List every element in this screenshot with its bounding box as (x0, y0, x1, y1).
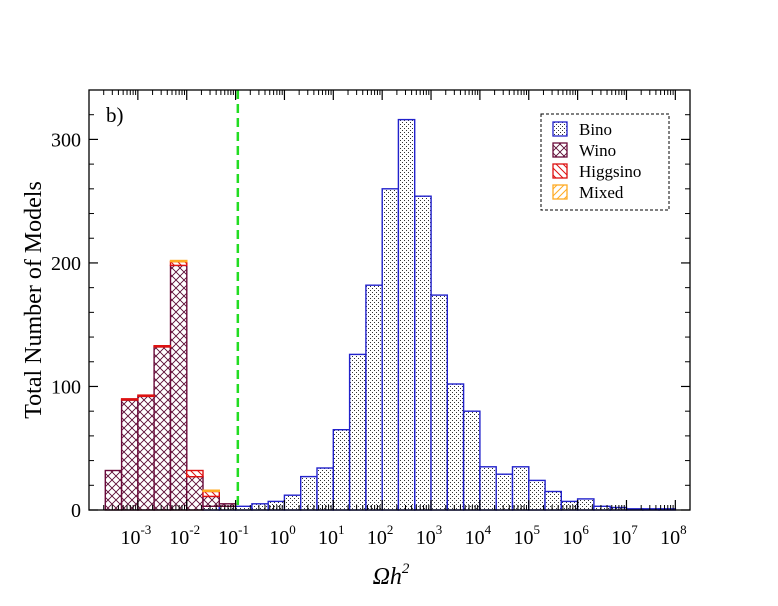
x-tick-exponent: 6 (582, 522, 589, 537)
bar-wino-5 (185, 475, 204, 511)
bar-bino-6 (283, 494, 302, 511)
x-tick-base: 10 (660, 527, 680, 549)
x-tick-label: 103 (416, 522, 443, 549)
legend-swatch-mixed (552, 184, 568, 200)
bars-layer (104, 118, 677, 511)
x-tick-base: 10 (367, 527, 387, 549)
x-tick-exponent: 0 (289, 522, 296, 537)
x-tick-base: 10 (562, 527, 582, 549)
x-tick-label: 105 (514, 522, 541, 549)
x-tick-exponent: 3 (436, 522, 443, 537)
x-tick-base: 10 (318, 527, 338, 549)
x-tick-exponent: -2 (189, 522, 200, 537)
x-tick-base: 10 (611, 527, 631, 549)
bar-bino-14 (414, 195, 432, 511)
x-tick-exponent: 2 (387, 522, 394, 537)
bar-bino-13 (397, 118, 416, 511)
bar-bino-10 (348, 353, 367, 511)
bar-bino-7 (300, 475, 318, 511)
bar-bino-24 (576, 498, 595, 511)
x-axis-label-base: Ωh (373, 564, 402, 590)
x-tick-exponent: 5 (534, 522, 541, 537)
bar-bino-21 (528, 479, 546, 511)
bar-bino-19 (495, 473, 514, 511)
bar-higgsino-1 (137, 394, 155, 398)
bar-higgsino-4 (185, 469, 204, 478)
y-tick-label: 100 (51, 376, 81, 398)
bar-bino-8 (316, 467, 334, 511)
x-tick-exponent: 8 (680, 522, 687, 537)
bar-higgsino-0 (120, 398, 139, 401)
x-tick-label: 101 (318, 522, 345, 549)
legend-label-bino: Bino (579, 120, 612, 139)
x-tick-label: 10-1 (218, 522, 249, 549)
bar-bino-16 (446, 383, 465, 511)
bar-wino-1 (120, 399, 139, 511)
x-tick-base: 10 (169, 527, 189, 549)
bar-bino-18 (479, 466, 497, 511)
x-tick-label: 107 (611, 522, 638, 549)
y-tick-label: 0 (71, 500, 81, 522)
x-tick-label: 108 (660, 522, 687, 549)
bar-bino-4 (251, 503, 269, 511)
x-tick-exponent: 4 (485, 522, 492, 537)
panel-label: b) (106, 103, 124, 127)
bar-bino-11 (365, 284, 383, 511)
bar-wino-2 (137, 395, 155, 511)
bar-higgsino-2 (153, 345, 172, 348)
legend-swatch-higgsino (552, 163, 568, 179)
x-tick-exponent: 1 (338, 522, 345, 537)
x-tick-base: 10 (120, 527, 140, 549)
x-tick-exponent: -1 (238, 522, 249, 537)
x-axis-label-exponent: 2 (402, 561, 410, 577)
bar-mixed-1 (202, 489, 220, 493)
bar-bino-20 (511, 466, 530, 511)
legend-label-wino: Wino (579, 141, 616, 160)
legend-swatch-wino (552, 142, 568, 158)
legend-label-mixed: Mixed (579, 183, 624, 202)
bar-wino-0 (104, 469, 123, 511)
y-axis-label: Total Number of Models (21, 181, 47, 419)
x-tick-label: 10-2 (169, 522, 200, 549)
y-tick-label: 300 (51, 129, 81, 151)
x-tick-label: 106 (562, 522, 589, 549)
bar-wino-3 (153, 346, 172, 511)
x-tick-label: 104 (465, 522, 492, 549)
bar-bino-22 (544, 490, 562, 511)
x-tick-label: 102 (367, 522, 394, 549)
bar-mixed-0 (169, 259, 188, 263)
bar-bino-15 (430, 294, 448, 511)
bar-wino-6 (202, 495, 220, 507)
bar-bino-12 (381, 188, 400, 511)
legend-swatch-bino (552, 121, 568, 137)
x-tick-base: 10 (269, 527, 289, 549)
legend-label-higgsino: Higgsino (579, 162, 641, 181)
plot-frame (88, 89, 691, 511)
x-tick-label: 10-3 (120, 522, 151, 549)
x-tick-exponent: 7 (631, 522, 638, 537)
x-tick-exponent: -3 (140, 522, 151, 537)
bar-bino-17 (462, 410, 481, 511)
x-tick-base: 10 (416, 527, 436, 549)
y-tick-label: 200 (51, 253, 81, 275)
legend: Bino Wino Higgsino Mixed (540, 113, 670, 211)
x-axis-label: Ωh2 (373, 561, 410, 590)
bar-bino-9 (332, 429, 351, 511)
bar-higgsino-5 (202, 490, 220, 498)
x-tick-base: 10 (465, 527, 485, 549)
x-tick-base: 10 (514, 527, 534, 549)
x-tick-base: 10 (218, 527, 238, 549)
bar-wino-4 (169, 264, 188, 511)
x-tick-label: 100 (269, 522, 296, 549)
